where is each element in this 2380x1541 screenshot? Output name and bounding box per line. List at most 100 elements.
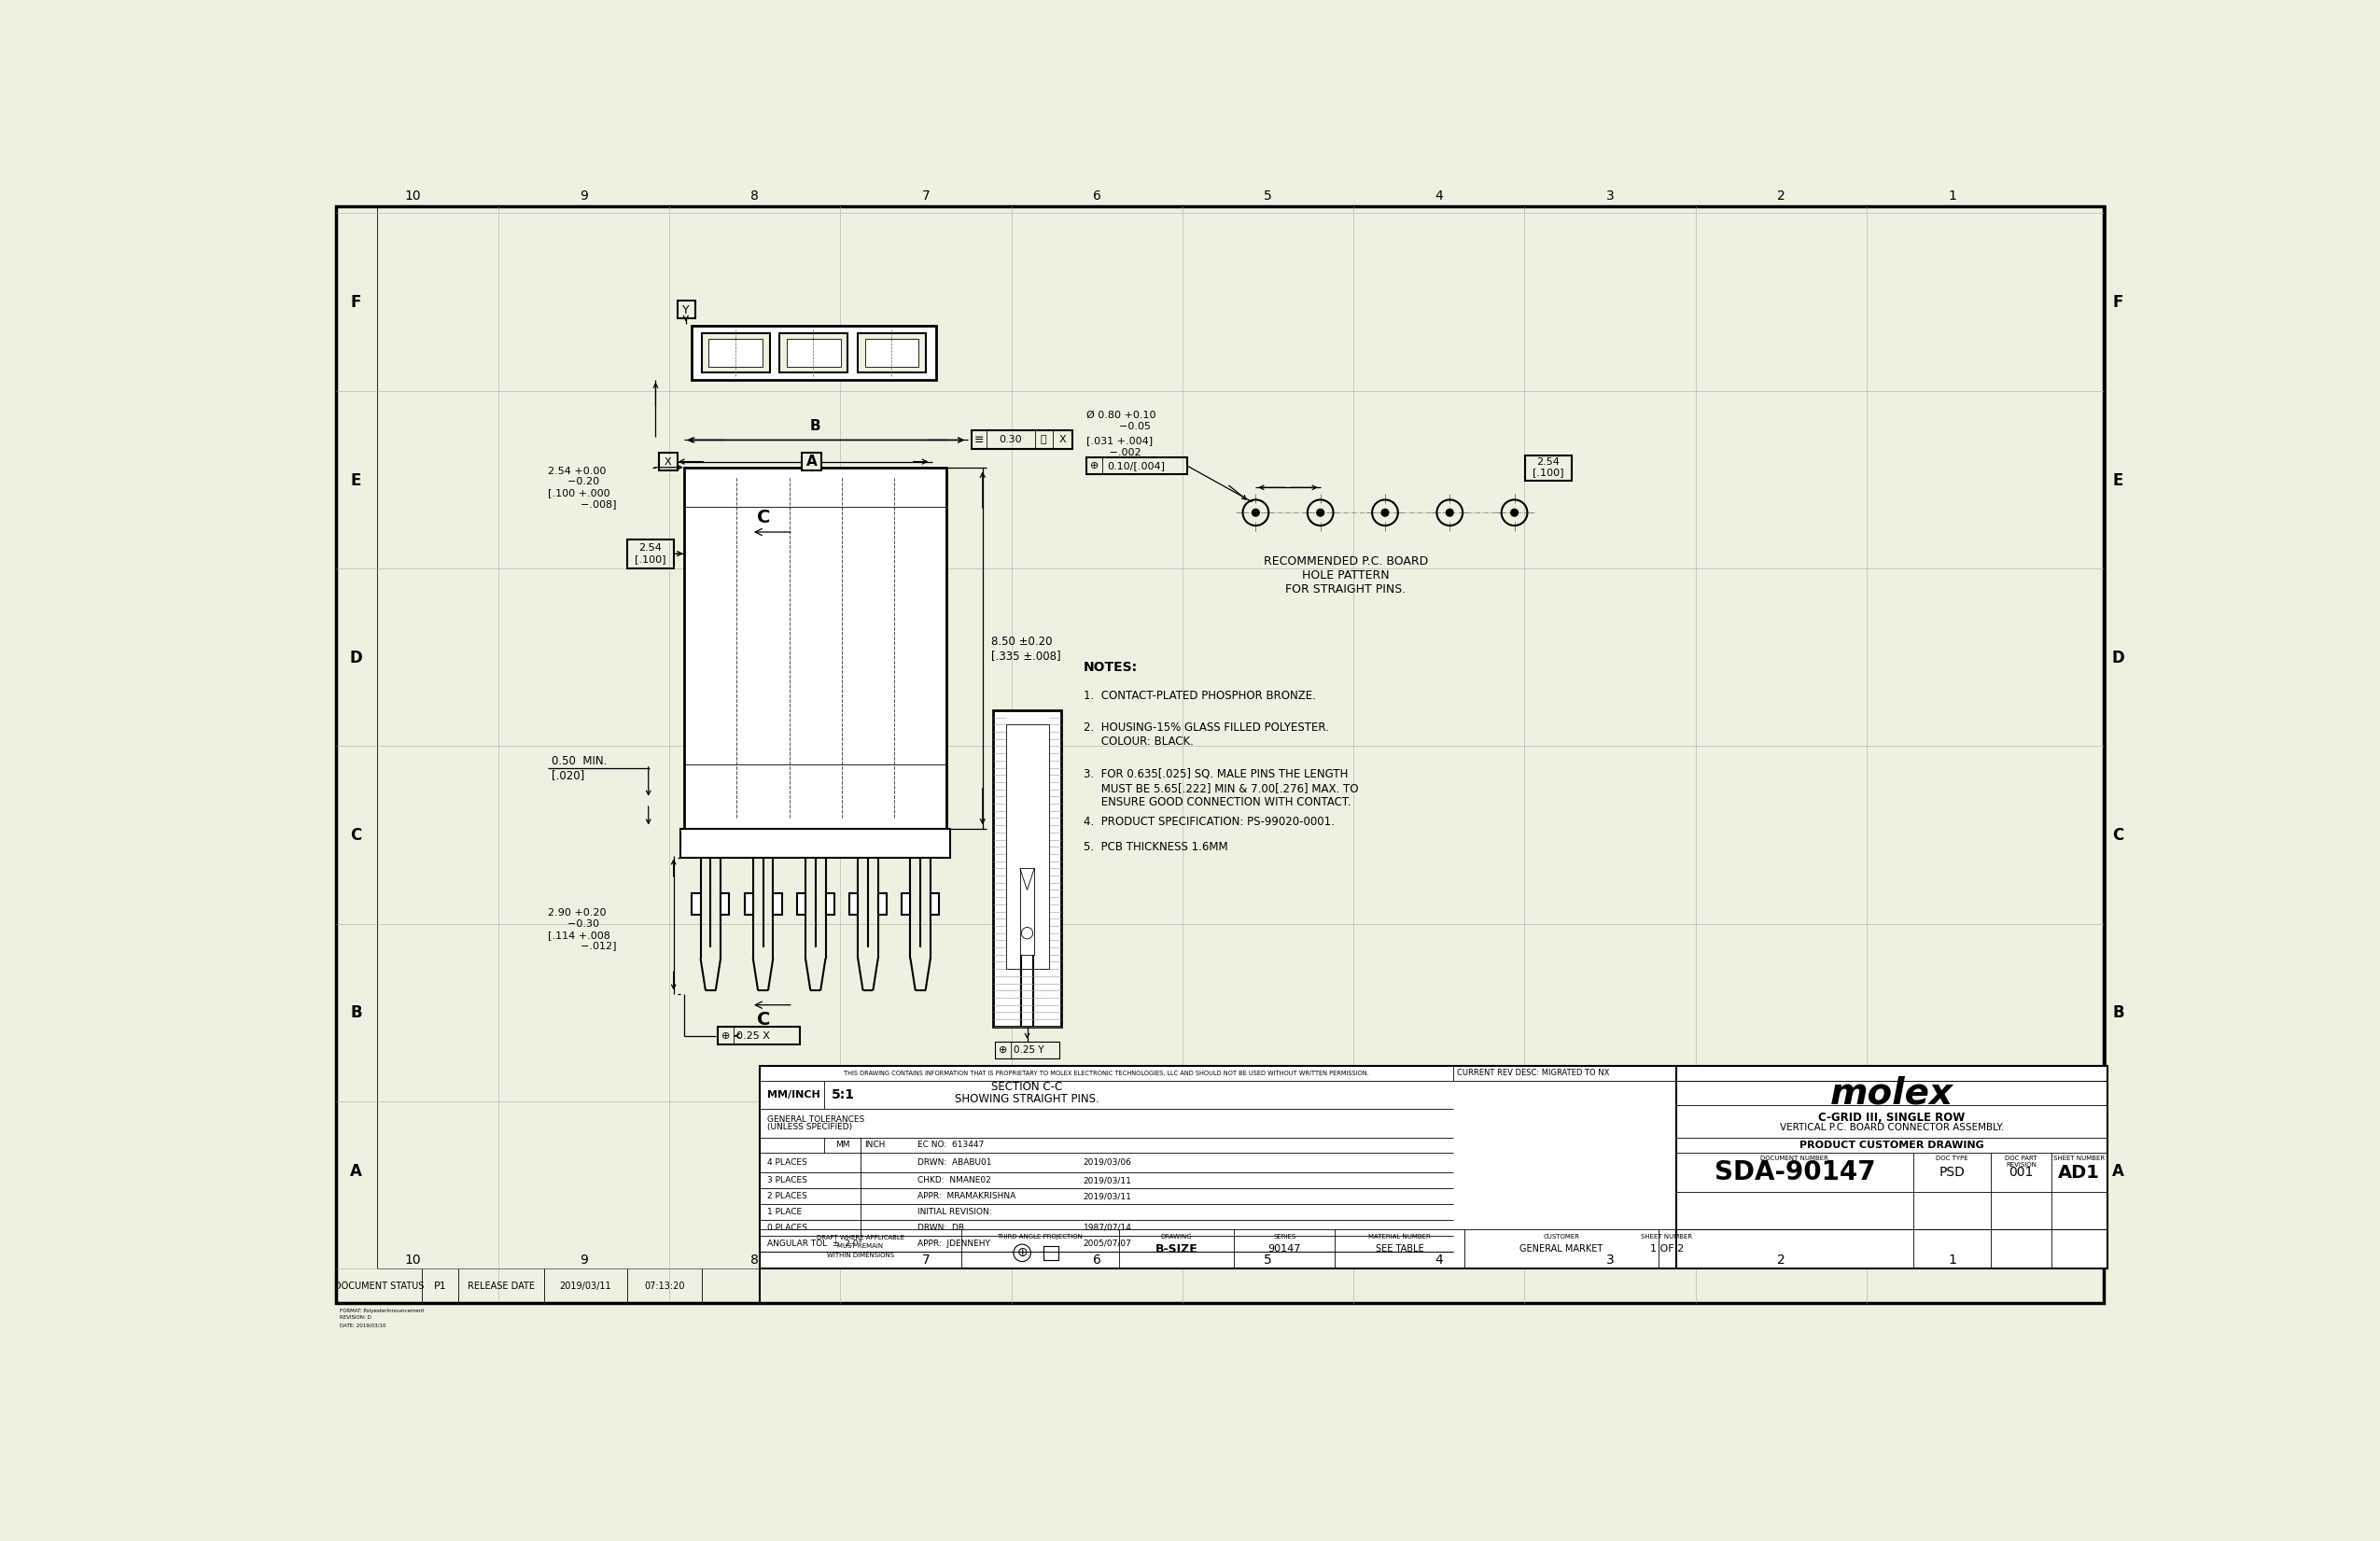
Text: 4 PLACES: 4 PLACES: [766, 1159, 807, 1167]
Bar: [992, 710, 1061, 1026]
Text: 2019/03/11: 2019/03/11: [1083, 1191, 1130, 1200]
Text: molex: molex: [1830, 1076, 1954, 1111]
Text: MM: MM: [835, 1140, 850, 1150]
Bar: [1007, 724, 1050, 969]
Text: 2 PLACES: 2 PLACES: [766, 1191, 807, 1200]
Text: 3: 3: [1606, 1253, 1614, 1267]
Bar: [781, 333, 847, 373]
Text: D: D: [350, 649, 362, 666]
Text: 0.25 Y: 0.25 Y: [1014, 1045, 1045, 1056]
Text: DOC PART
REVISION: DOC PART REVISION: [2004, 1156, 2037, 1168]
Bar: [626, 539, 674, 569]
Text: GENERAL MARKET: GENERAL MARKET: [1518, 1245, 1602, 1254]
Bar: [702, 333, 769, 373]
Text: DOCUMENT STATUS: DOCUMENT STATUS: [333, 1281, 424, 1291]
Text: 1: 1: [1947, 190, 1956, 203]
Text: C: C: [2113, 828, 2123, 844]
Text: C: C: [757, 509, 771, 527]
Text: GENERAL TOLERANCES: GENERAL TOLERANCES: [766, 1116, 864, 1123]
Bar: [681, 829, 950, 858]
Bar: [774, 894, 781, 915]
Text: ⊕: ⊕: [721, 1031, 731, 1040]
Text: B: B: [2111, 1005, 2123, 1022]
Text: 7: 7: [921, 1253, 931, 1267]
Text: −0.05: −0.05: [1088, 422, 1152, 431]
Bar: [659, 453, 678, 470]
Text: DRWN:  DB: DRWN: DB: [919, 1224, 964, 1231]
Text: CHKD:  NMANE02: CHKD: NMANE02: [919, 1176, 992, 1185]
Text: DATE: 2019/03/10: DATE: 2019/03/10: [340, 1322, 386, 1327]
Bar: [864, 339, 919, 367]
Text: 1: 1: [1947, 1253, 1956, 1267]
Text: NOTES:: NOTES:: [1083, 661, 1138, 673]
Text: 8: 8: [750, 190, 759, 203]
Text: D: D: [2111, 649, 2125, 666]
Text: Ⓜ: Ⓜ: [1040, 436, 1047, 445]
Text: (UNLESS SPECIFIED): (UNLESS SPECIFIED): [766, 1123, 852, 1131]
Text: Ø 0.80 +0.10: Ø 0.80 +0.10: [1088, 411, 1157, 421]
Text: SEE TABLE: SEE TABLE: [1376, 1245, 1423, 1254]
Text: A: A: [807, 455, 816, 468]
Bar: [709, 339, 762, 367]
Text: 07:13:20: 07:13:20: [645, 1281, 685, 1291]
Text: DOC TYPE: DOC TYPE: [1935, 1156, 1968, 1162]
Text: 2: 2: [1778, 190, 1785, 203]
Text: 9: 9: [581, 1253, 588, 1267]
Bar: [802, 453, 821, 470]
Text: 4: 4: [1435, 1253, 1442, 1267]
Text: RELEASE DATE: RELEASE DATE: [466, 1281, 536, 1291]
Bar: [878, 894, 888, 915]
Bar: [788, 339, 840, 367]
Text: PSD: PSD: [1940, 1167, 1966, 1179]
Text: 3 PLACES: 3 PLACES: [766, 1176, 807, 1185]
Bar: [1045, 1245, 1059, 1261]
Text: CURRENT REV DESC: MIGRATED TO NX: CURRENT REV DESC: MIGRATED TO NX: [1457, 1069, 1609, 1077]
Bar: [797, 894, 804, 915]
Bar: [931, 894, 940, 915]
Circle shape: [1447, 509, 1454, 516]
Bar: [719, 1026, 800, 1045]
Text: Y: Y: [683, 304, 690, 316]
Text: E: E: [2113, 472, 2123, 488]
Text: ANGULAR TOL  ±  2.0°: ANGULAR TOL ± 2.0°: [766, 1239, 862, 1248]
Text: [.031 +.004]: [.031 +.004]: [1088, 436, 1154, 445]
Text: B-SIZE: B-SIZE: [1154, 1244, 1197, 1256]
Text: 2.  HOUSING-15% GLASS FILLED POLYESTER.
     COLOUR: BLACK.: 2. HOUSING-15% GLASS FILLED POLYESTER. C…: [1083, 721, 1328, 747]
Bar: [995, 1042, 1059, 1059]
Text: 001: 001: [2009, 1167, 2033, 1179]
Text: MATERIAL NUMBER: MATERIAL NUMBER: [1368, 1233, 1430, 1239]
Text: 2005/07/07: 2005/07/07: [1083, 1239, 1130, 1248]
Text: 2.54
[.100]: 2.54 [.100]: [633, 544, 666, 564]
Text: F: F: [350, 294, 362, 311]
Text: 8.50 ±0.20
[.335 ±.008]: 8.50 ±0.20 [.335 ±.008]: [990, 635, 1061, 661]
Text: 1 PLACE: 1 PLACE: [766, 1208, 802, 1216]
Bar: [376, 205, 2106, 1268]
Circle shape: [1511, 509, 1518, 516]
Text: 9: 9: [581, 190, 588, 203]
Bar: [745, 894, 752, 915]
Text: SECTION C-C: SECTION C-C: [992, 1080, 1064, 1093]
Text: 2019/03/06: 2019/03/06: [1083, 1159, 1130, 1167]
Text: A: A: [2111, 1163, 2123, 1180]
Text: X: X: [1059, 436, 1066, 445]
Text: E: E: [350, 472, 362, 488]
Text: THIS DRAWING CONTAINS INFORMATION THAT IS PROPRIETARY TO MOLEX ELECTRONIC TECHNO: THIS DRAWING CONTAINS INFORMATION THAT I…: [843, 1071, 1368, 1076]
Text: APPR:  JDENNEHY: APPR: JDENNEHY: [919, 1239, 990, 1248]
Text: 7: 7: [921, 190, 931, 203]
Text: SDA-90147: SDA-90147: [1714, 1159, 1875, 1185]
Text: DOCUMENT NUMBER: DOCUMENT NUMBER: [1761, 1156, 1828, 1162]
Text: 10: 10: [405, 1253, 421, 1267]
Text: 6: 6: [1092, 190, 1102, 203]
Text: SHEET NUMBER: SHEET NUMBER: [2054, 1156, 2104, 1162]
Text: SHOWING STRAIGHT PINS.: SHOWING STRAIGHT PINS.: [954, 1094, 1100, 1105]
Text: 5: 5: [1264, 1253, 1271, 1267]
Text: 4.  PRODUCT SPECIFICATION: PS-99020-0001.: 4. PRODUCT SPECIFICATION: PS-99020-0001.: [1083, 815, 1335, 828]
Text: 4: 4: [1435, 190, 1442, 203]
Text: 2.90 +0.20
      −0.30
[.114 +.008
          −.012]: 2.90 +0.20 −0.30 [.114 +.008 −.012]: [547, 909, 616, 951]
Circle shape: [1252, 509, 1259, 516]
Text: INITIAL REVISION:: INITIAL REVISION:: [919, 1208, 992, 1216]
Text: REVISION: D: REVISION: D: [340, 1316, 371, 1321]
Bar: [721, 894, 728, 915]
Bar: [971, 431, 1073, 450]
Text: F: F: [2113, 294, 2123, 311]
